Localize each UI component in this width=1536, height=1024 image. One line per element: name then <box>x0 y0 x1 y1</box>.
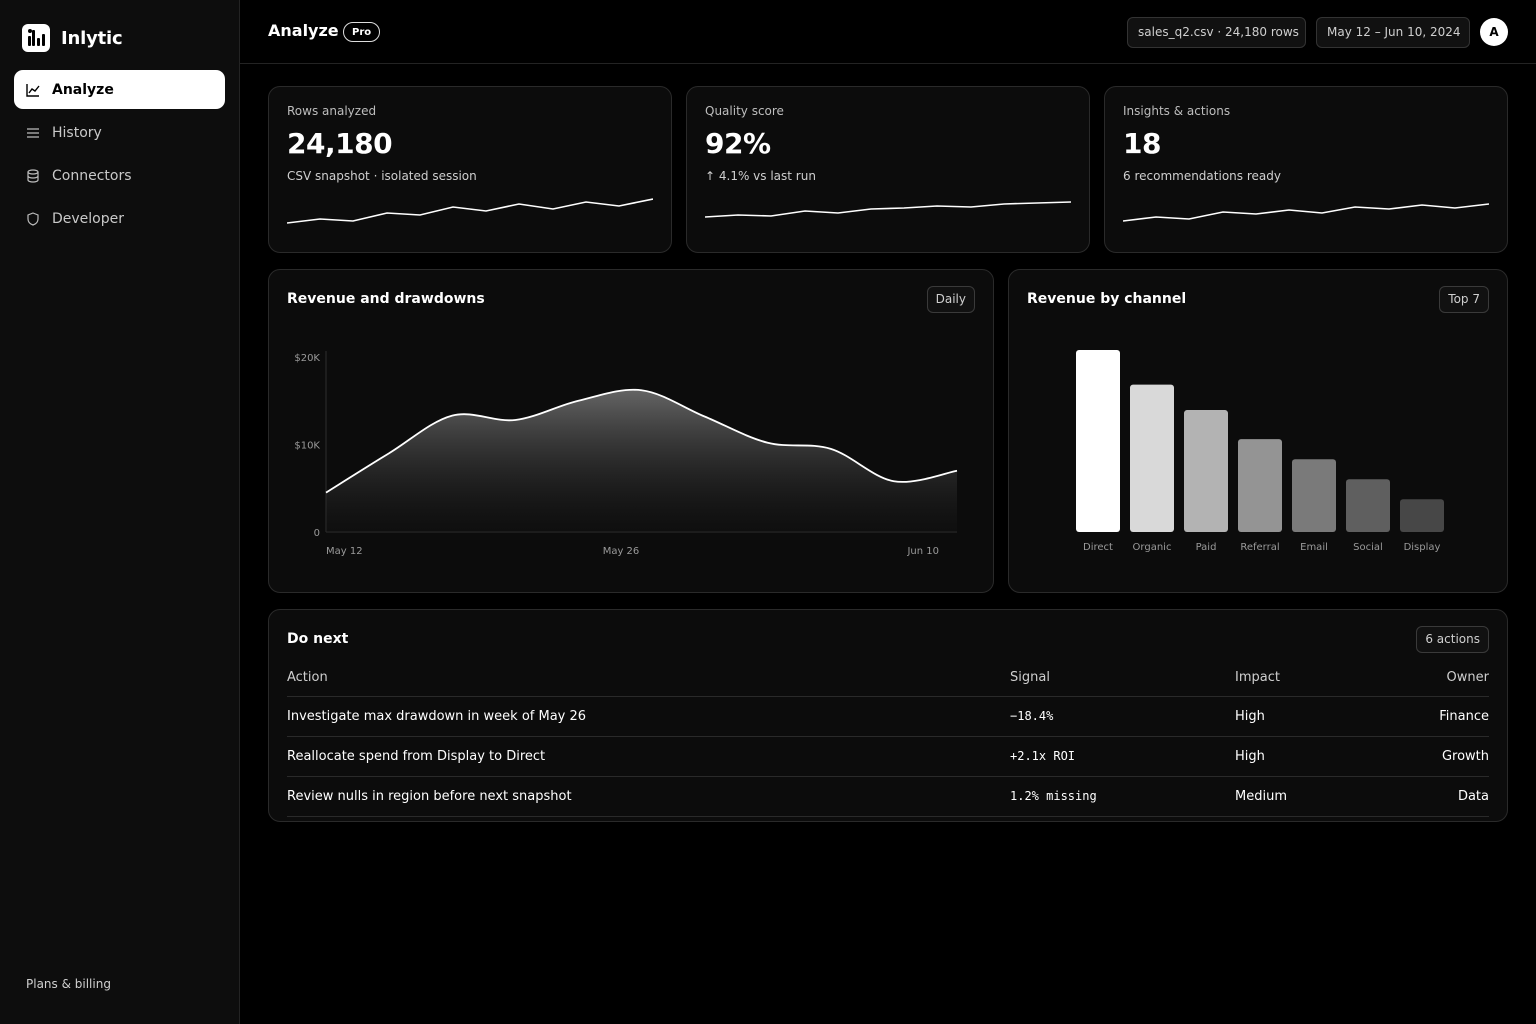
owner-cell: Data <box>1457 789 1489 804</box>
actions-count-chip[interactable]: 6 actions <box>1416 626 1489 653</box>
category-label: Direct <box>1083 542 1113 553</box>
brand[interactable]: Inlytic <box>22 24 123 52</box>
sidebar-nav: Analyze History Connectors Developer <box>14 70 225 242</box>
revenue-area-chart[interactable]: $20K $10K 0 May 12 May 26 Jun 10 <box>269 270 995 594</box>
card-title: Revenue by channel <box>1027 291 1187 307</box>
card-title: Do next <box>287 631 349 647</box>
revenue-chart-card: Revenue and drawdowns Daily $20K $10K 0 May… <box>268 269 994 593</box>
sidebar-item-label: Analyze <box>52 81 114 98</box>
y-tick-label: $10K <box>294 441 320 452</box>
table-row[interactable]: Reallocate spend from Display to Direct … <box>287 737 1489 777</box>
line-chart-icon <box>26 83 40 97</box>
revenue-line <box>325 388 958 494</box>
column-header-signal[interactable]: Signal <box>1010 670 1050 685</box>
column-header-action[interactable]: Action <box>287 670 328 685</box>
category-label: Social <box>1353 542 1383 553</box>
sidebar: Inlytic Analyze History Connectors Devel… <box>0 0 240 1024</box>
category-label: Display <box>1404 542 1441 553</box>
brand-name: Inlytic <box>61 27 123 49</box>
stat-value: 18 <box>1123 127 1161 160</box>
channel-chart-card: Revenue by channel Top 7 Direct Organic Pa… <box>1008 269 1508 593</box>
revenue-area <box>326 389 957 532</box>
impact-cell: High <box>1235 709 1265 724</box>
category-label: Organic <box>1133 542 1172 553</box>
stat-subtext: CSV snapshot · isolated session <box>287 169 477 183</box>
impact-cell: Medium <box>1235 789 1287 804</box>
sparkline <box>1123 203 1489 222</box>
dataset-pill[interactable]: sales_q2.csv · 24,180 rows <box>1127 17 1306 48</box>
page-title: Analyze <box>268 21 339 40</box>
bar-direct[interactable] <box>1076 350 1120 532</box>
sidebar-item-developer[interactable]: Developer <box>14 199 225 238</box>
channel-bar-chart[interactable]: Direct Organic Paid Referral Email Social Disp… <box>1009 270 1509 594</box>
shield-icon <box>27 211 39 226</box>
sidebar-item-analyze[interactable]: Analyze <box>14 70 225 109</box>
bar-social[interactable] <box>1346 479 1390 532</box>
category-label: Paid <box>1196 542 1217 553</box>
bar-paid[interactable] <box>1184 410 1228 532</box>
owner-cell: Growth <box>1441 749 1489 764</box>
stat-subtext: ↑ 4.1% vs last run <box>705 169 816 183</box>
date-range-picker[interactable]: May 12 – Jun 10, 2024 <box>1316 17 1470 48</box>
logo-icon <box>22 24 50 52</box>
category-label: Email <box>1300 542 1328 553</box>
sidebar-item-label: Connectors <box>52 167 132 184</box>
action-cell: Review nulls in region before next snaps… <box>287 789 572 804</box>
table-row[interactable]: Review nulls in region before next snaps… <box>287 777 1489 817</box>
column-header-impact[interactable]: Impact <box>1235 670 1280 685</box>
sidebar-item-history[interactable]: History <box>14 113 225 152</box>
signal-cell: +2.1x ROI <box>1010 749 1076 763</box>
column-header-owner[interactable]: Owner <box>1446 670 1489 685</box>
x-tick-label: Jun 10 <box>906 546 939 557</box>
action-cell: Investigate max drawdown in week of May … <box>287 709 587 724</box>
sparkline <box>705 201 1071 218</box>
top-n-toggle[interactable]: Top 7 <box>1439 286 1489 313</box>
bar-referral[interactable] <box>1238 439 1282 532</box>
signal-cell: 1.2% missing <box>1010 789 1097 803</box>
stat-label: Quality score <box>705 104 784 118</box>
stat-value: 24,180 <box>287 127 393 160</box>
owner-cell: Finance <box>1439 709 1489 724</box>
bar-display[interactable] <box>1400 499 1444 532</box>
top-bar: Analyze Pro sales_q2.csv · 24,180 rows M… <box>240 0 1536 64</box>
y-tick-label: 0 <box>314 528 320 539</box>
y-tick-label: $20K <box>294 353 320 364</box>
do-next-card: Do next 6 actions Action Signal Impact O… <box>268 609 1508 822</box>
sidebar-item-label: History <box>52 124 102 141</box>
sidebar-item-label: Developer <box>52 210 125 227</box>
table-header: Action Signal Impact Owner <box>287 667 1489 697</box>
stat-value: 92% <box>705 127 771 160</box>
stat-label: Rows analyzed <box>287 104 377 118</box>
stat-subtext: 6 recommendations ready <box>1123 169 1281 183</box>
x-tick-label: May 26 <box>603 546 640 557</box>
card-title: Revenue and drawdowns <box>287 291 485 307</box>
sidebar-item-connectors[interactable]: Connectors <box>14 156 225 195</box>
granularity-toggle[interactable]: Daily <box>926 286 975 313</box>
stat-label: Insights & actions <box>1123 104 1231 118</box>
sparkline <box>287 198 653 224</box>
list-icon <box>27 127 39 138</box>
table-row[interactable]: Investigate max drawdown in week of May … <box>287 697 1489 737</box>
category-label: Referral <box>1240 542 1279 553</box>
impact-cell: High <box>1235 749 1265 764</box>
x-tick-label: May 12 <box>326 546 363 557</box>
action-cell: Reallocate spend from Display to Direct <box>287 749 546 764</box>
plan-badge: Pro <box>343 22 381 42</box>
actions-table: Action Signal Impact Owner Investigate m… <box>287 667 1489 817</box>
plans-billing-link[interactable]: Plans & billing <box>26 977 111 991</box>
avatar[interactable]: A <box>1480 18 1508 46</box>
signal-cell: −18.4% <box>1010 709 1054 723</box>
stat-card-quality: Quality score 92% ↑ 4.1% vs last run <box>686 86 1090 253</box>
stat-card-rows: Rows analyzed 24,180 CSV snapshot · isol… <box>268 86 672 253</box>
bar-organic[interactable] <box>1130 384 1174 532</box>
bar-email[interactable] <box>1292 459 1336 532</box>
database-icon <box>27 168 39 183</box>
stat-card-insights: Insights & actions 18 6 recommendations … <box>1104 86 1508 253</box>
